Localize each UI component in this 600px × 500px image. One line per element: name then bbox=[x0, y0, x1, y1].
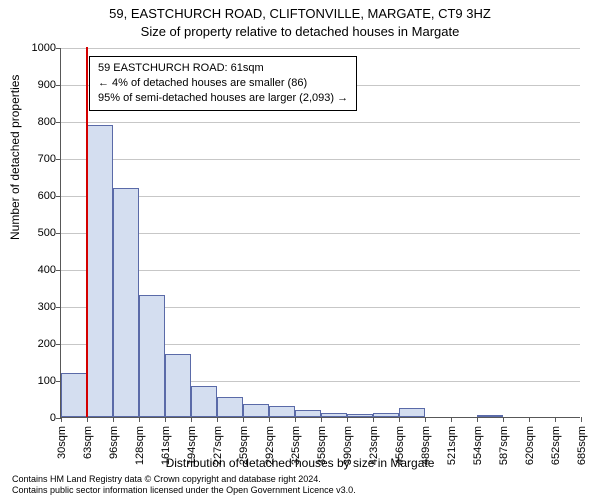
xtick-label: 620sqm bbox=[524, 426, 536, 465]
attribution-line: Contains HM Land Registry data © Crown c… bbox=[12, 474, 356, 485]
xtick-label: 390sqm bbox=[342, 426, 354, 465]
xtick-mark bbox=[269, 417, 270, 422]
gridline bbox=[61, 270, 580, 271]
xtick-label: 292sqm bbox=[264, 426, 276, 465]
chart-container: 59, EASTCHURCH ROAD, CLIFTONVILLE, MARGA… bbox=[0, 0, 600, 500]
histogram-bar bbox=[399, 408, 425, 417]
histogram-bar bbox=[373, 413, 399, 417]
histogram-bar bbox=[347, 414, 373, 417]
ytick-label: 600 bbox=[38, 190, 56, 202]
histogram-bar bbox=[295, 410, 321, 417]
xtick-mark bbox=[217, 417, 218, 422]
xtick-label: 63sqm bbox=[82, 426, 94, 459]
xtick-mark bbox=[555, 417, 556, 422]
xtick-mark bbox=[321, 417, 322, 422]
histogram-bar bbox=[87, 125, 113, 417]
xtick-mark bbox=[399, 417, 400, 422]
xtick-mark bbox=[373, 417, 374, 422]
ytick-label: 1000 bbox=[32, 42, 56, 54]
ytick-label: 900 bbox=[38, 79, 56, 91]
ytick-label: 800 bbox=[38, 116, 56, 128]
xtick-mark bbox=[425, 417, 426, 422]
attribution: Contains HM Land Registry data © Crown c… bbox=[12, 474, 356, 496]
xtick-mark bbox=[295, 417, 296, 422]
xtick-mark bbox=[529, 417, 530, 422]
xtick-label: 128sqm bbox=[134, 426, 146, 465]
xtick-label: 358sqm bbox=[316, 426, 328, 465]
xtick-label: 325sqm bbox=[290, 426, 302, 465]
histogram-bar bbox=[61, 373, 87, 417]
xtick-mark bbox=[61, 417, 62, 422]
legend-line: 59 EASTCHURCH ROAD: 61sqm bbox=[98, 61, 348, 76]
xtick-label: 259sqm bbox=[238, 426, 250, 465]
xtick-label: 96sqm bbox=[108, 426, 120, 459]
histogram-bar bbox=[243, 404, 269, 417]
xtick-mark bbox=[477, 417, 478, 422]
ytick-label: 200 bbox=[38, 338, 56, 350]
xtick-label: 685sqm bbox=[576, 426, 588, 465]
xtick-label: 194sqm bbox=[186, 426, 198, 465]
gridline bbox=[61, 122, 580, 123]
ytick-label: 300 bbox=[38, 301, 56, 313]
xtick-mark bbox=[347, 417, 348, 422]
gridline bbox=[61, 159, 580, 160]
xtick-label: 30sqm bbox=[56, 426, 68, 459]
xtick-mark bbox=[165, 417, 166, 422]
gridline bbox=[61, 233, 580, 234]
xtick-label: 521sqm bbox=[446, 426, 458, 465]
ytick-mark bbox=[56, 307, 61, 308]
ytick-label: 400 bbox=[38, 264, 56, 276]
xtick-mark bbox=[503, 417, 504, 422]
xtick-label: 554sqm bbox=[472, 426, 484, 465]
xtick-label: 227sqm bbox=[212, 426, 224, 465]
ytick-label: 700 bbox=[38, 153, 56, 165]
xtick-label: 161sqm bbox=[160, 426, 172, 465]
ytick-mark bbox=[56, 344, 61, 345]
xtick-label: 489sqm bbox=[420, 426, 432, 465]
histogram-bar bbox=[217, 397, 242, 417]
xtick-mark bbox=[139, 417, 140, 422]
xtick-label: 587sqm bbox=[498, 426, 510, 465]
page-subtitle: Size of property relative to detached ho… bbox=[0, 24, 600, 39]
gridline bbox=[61, 196, 580, 197]
xtick-mark bbox=[243, 417, 244, 422]
xtick-mark bbox=[581, 417, 582, 422]
histogram-bar bbox=[321, 413, 346, 417]
ytick-mark bbox=[56, 122, 61, 123]
histogram-bar bbox=[191, 386, 217, 417]
ytick-mark bbox=[56, 270, 61, 271]
histogram-bar bbox=[113, 188, 138, 417]
histogram-bar bbox=[139, 295, 165, 417]
xtick-label: 652sqm bbox=[550, 426, 562, 465]
gridline bbox=[61, 48, 580, 49]
ytick-mark bbox=[56, 85, 61, 86]
ytick-mark bbox=[56, 159, 61, 160]
property-marker-line bbox=[86, 47, 88, 417]
xtick-mark bbox=[191, 417, 192, 422]
ytick-mark bbox=[56, 233, 61, 234]
xtick-mark bbox=[451, 417, 452, 422]
ytick-mark bbox=[56, 48, 61, 49]
ytick-mark bbox=[56, 196, 61, 197]
xtick-mark bbox=[87, 417, 88, 422]
histogram-bar bbox=[165, 354, 191, 417]
xtick-mark bbox=[113, 417, 114, 422]
histogram-bar bbox=[269, 406, 295, 417]
ytick-label: 500 bbox=[38, 227, 56, 239]
xtick-label: 456sqm bbox=[394, 426, 406, 465]
xtick-label: 423sqm bbox=[368, 426, 380, 465]
plot-area: 59 EASTCHURCH ROAD: 61sqm ← 4% of detach… bbox=[60, 48, 580, 418]
histogram-bar bbox=[477, 415, 503, 417]
page-title: 59, EASTCHURCH ROAD, CLIFTONVILLE, MARGA… bbox=[0, 6, 600, 21]
attribution-line: Contains public sector information licen… bbox=[12, 485, 356, 496]
y-axis-label: Number of detached properties bbox=[8, 75, 22, 240]
legend-box: 59 EASTCHURCH ROAD: 61sqm ← 4% of detach… bbox=[89, 56, 357, 111]
ytick-label: 100 bbox=[38, 375, 56, 387]
ytick-label: 0 bbox=[50, 412, 56, 424]
legend-line: 95% of semi-detached houses are larger (… bbox=[98, 91, 348, 106]
legend-line: ← 4% of detached houses are smaller (86) bbox=[98, 76, 348, 91]
